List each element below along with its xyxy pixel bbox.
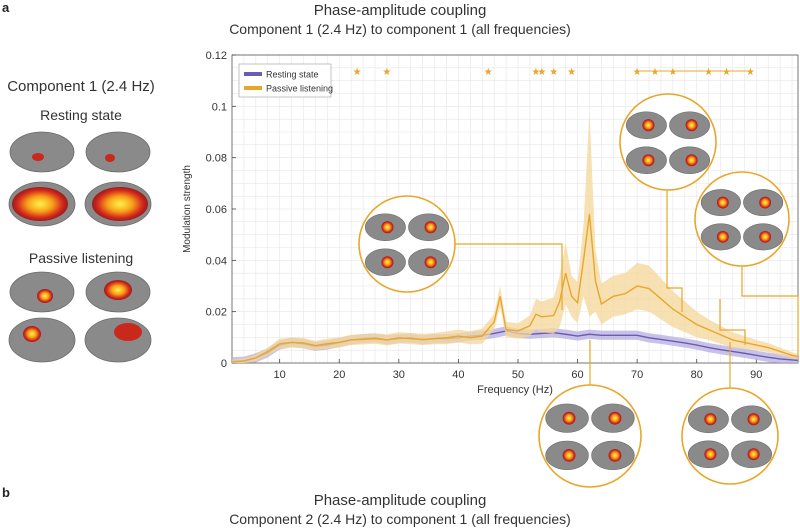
- x-tick-label: 10: [274, 369, 286, 381]
- resting-state-brain-maps: [8, 131, 152, 227]
- significance-star: ★: [549, 67, 558, 78]
- significance-star: ★: [567, 67, 576, 78]
- legend-entry: Passive listening: [266, 84, 333, 94]
- callout-circle: [358, 195, 456, 293]
- x-tick-label: 70: [631, 369, 643, 381]
- chart-title-a: Phase-amplitude coupling: [313, 2, 487, 19]
- activation-blob: [704, 413, 717, 426]
- activation-blob: [105, 154, 115, 162]
- activation-blob: [37, 289, 53, 303]
- brain-map-callout: [538, 384, 642, 488]
- activation-blob: [424, 256, 437, 269]
- x-tick-label: 90: [750, 369, 762, 381]
- brain-map-callout: [358, 195, 456, 293]
- significance-star: ★: [746, 67, 755, 78]
- callout-circle: [681, 387, 779, 485]
- chart-subtitle-b: Component 2 (2.4 Hz) to component 1 (all…: [229, 511, 571, 527]
- significance-star: ★: [633, 67, 642, 78]
- activation-blob: [114, 323, 142, 341]
- brain-surface-left-medial: [8, 317, 76, 363]
- y-tick-label: 0: [221, 358, 227, 370]
- activation-blob: [759, 230, 772, 243]
- y-tick-label: 0.04: [206, 255, 227, 267]
- activation-blob: [562, 411, 576, 425]
- x-axis-label: Frequency (Hz): [477, 384, 553, 396]
- x-tick-label: 80: [691, 369, 703, 381]
- brain-map-callout: [694, 171, 790, 267]
- x-tick-label: 60: [571, 369, 583, 381]
- chart-title-b: Phase-amplitude coupling: [313, 492, 487, 509]
- callout-connector: [451, 243, 563, 310]
- activation-blob: [381, 221, 394, 234]
- x-tick-label: 20: [333, 369, 345, 381]
- activation-blob: [92, 187, 148, 221]
- y-tick-label: 0.02: [206, 307, 227, 319]
- component-label: Component 1 (2.4 Hz): [7, 78, 155, 95]
- legend-box: [238, 63, 332, 98]
- activation-blob: [759, 196, 772, 209]
- resting-state-label: Resting state: [40, 107, 122, 123]
- significance-star: ★: [704, 67, 713, 78]
- activation-blob: [608, 411, 622, 425]
- callout-connector: [719, 299, 746, 345]
- activation-blob: [32, 153, 44, 161]
- activation-blob: [104, 280, 132, 300]
- activation-blob: [704, 448, 717, 461]
- callout-connector: [666, 184, 683, 312]
- activation-blob: [12, 187, 68, 221]
- y-axis-label: Modulation strength: [182, 165, 193, 253]
- brain-map-callout: [681, 387, 779, 485]
- significance-star: ★: [722, 67, 731, 78]
- brain-map-callout: [619, 93, 717, 191]
- activation-blob: [23, 326, 41, 342]
- activation-blob: [716, 196, 729, 209]
- activation-blob: [642, 119, 655, 132]
- significance-markers: ★ ★ ★ ★★ ★ ★ ★ ★ ★ ★ ★ ★: [353, 67, 755, 78]
- significance-star: ★: [537, 67, 546, 78]
- legend-entry: Resting state: [266, 70, 319, 80]
- significance-star: ★: [353, 67, 362, 78]
- callout-circle: [619, 93, 717, 191]
- y-tick-label: 0.06: [206, 204, 227, 216]
- y-tick-label: 0.1: [212, 101, 227, 113]
- x-tick-label: 30: [393, 369, 405, 381]
- activation-blob: [747, 448, 760, 461]
- activation-blob: [562, 448, 576, 462]
- brain-surface-right-medial: [84, 317, 152, 363]
- x-tick-label: 50: [512, 369, 524, 381]
- confidence-band-passive: [232, 111, 798, 363]
- activation-blob: [747, 413, 760, 426]
- chart-subtitle-a: Component 1 (2.4 Hz) to component 1 (all…: [229, 21, 571, 37]
- y-tick-label: 0.12: [206, 50, 227, 62]
- brain-surface-right-lateral: [85, 131, 151, 173]
- series-line-passive: [232, 214, 798, 363]
- y-tick-label: 0.08: [206, 153, 227, 165]
- panel-label-a: a: [2, 0, 10, 15]
- brain-surface-left-lateral: [9, 131, 75, 173]
- x-tick-label: 40: [452, 369, 464, 381]
- activation-blob: [642, 154, 655, 167]
- activation-blob: [381, 256, 394, 269]
- callout-circle: [694, 171, 790, 267]
- brain-map-callouts: [358, 93, 799, 488]
- callout-circle: [538, 384, 642, 488]
- significance-star: ★: [668, 67, 677, 78]
- significance-star: ★: [651, 67, 660, 78]
- callout-connector: [741, 264, 799, 355]
- passive-listening-label: Passive listening: [28, 250, 134, 266]
- panel-label-b: b: [2, 485, 10, 500]
- activation-blob: [424, 221, 437, 234]
- significance-star: ★: [484, 67, 493, 78]
- legend: Resting state Passive listening: [238, 63, 333, 98]
- activation-blob: [685, 119, 698, 132]
- series-layer: [232, 111, 798, 363]
- activation-blob: [716, 230, 729, 243]
- significance-star: ★: [382, 67, 391, 78]
- activation-blob: [685, 154, 698, 167]
- passive-listening-brain-maps: [8, 271, 152, 363]
- activation-blob: [608, 448, 622, 462]
- significance-star: ★: [531, 67, 540, 78]
